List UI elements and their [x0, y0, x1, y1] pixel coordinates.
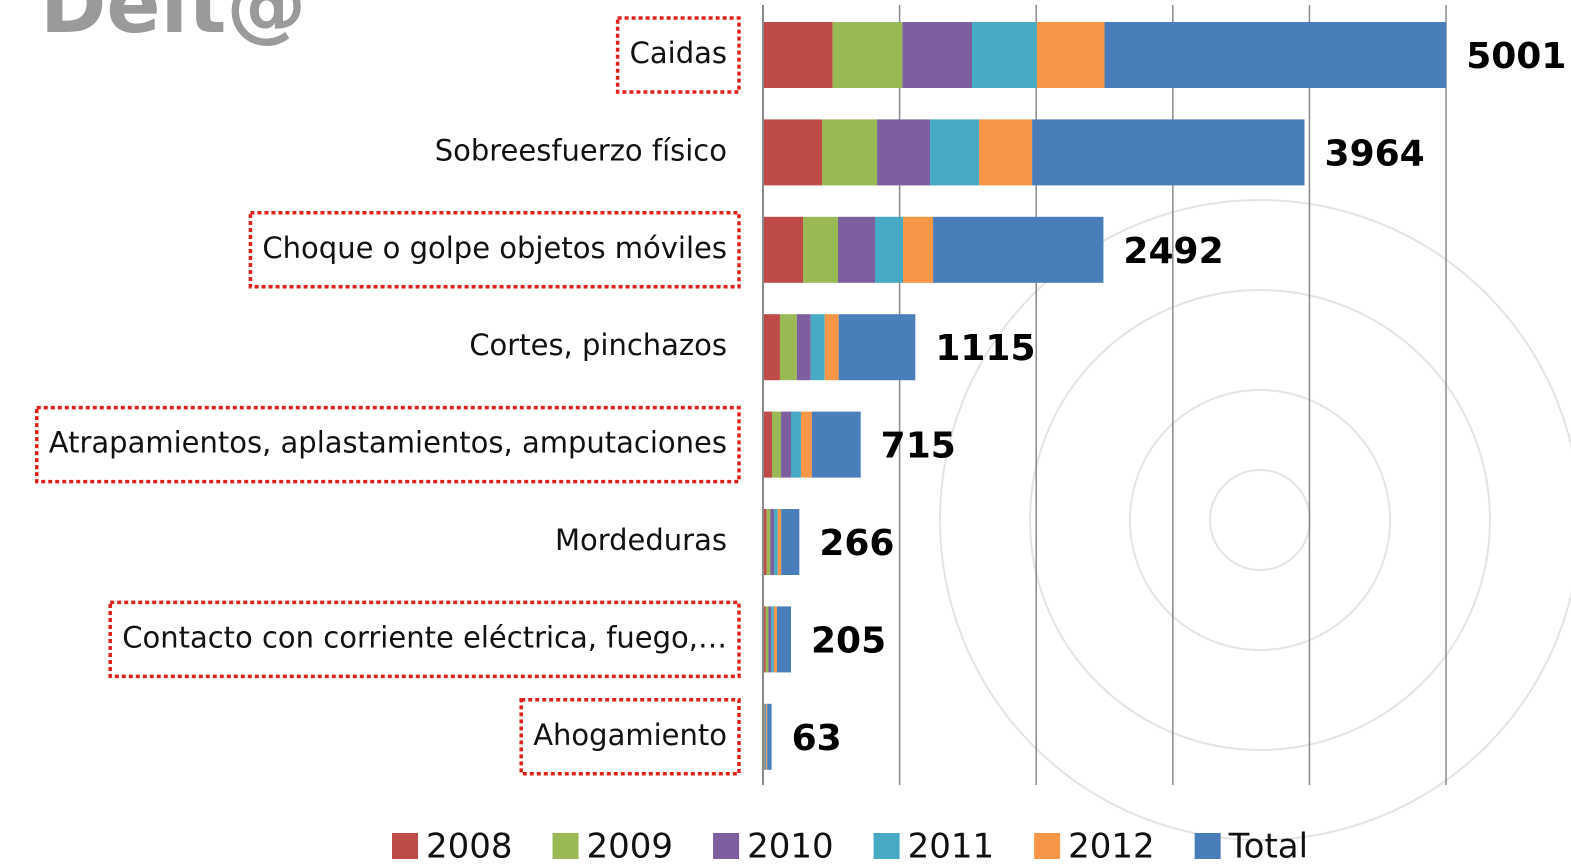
legend-label: 2012 — [1068, 827, 1155, 865]
total-label: 715 — [881, 426, 956, 467]
bar-segment — [767, 703, 772, 770]
bar-segment — [791, 411, 801, 478]
bar-segment — [765, 703, 767, 770]
highlight-box — [108, 600, 741, 679]
total-label: 3964 — [1325, 133, 1425, 174]
logo: Delt@ — [40, 0, 306, 51]
category-label: Contacto con corriente eléctrica, fuego,… — [122, 620, 727, 654]
legend-label: 2008 — [426, 827, 513, 865]
watermark — [939, 199, 1571, 841]
bar-segment — [824, 314, 839, 381]
bar-segment — [781, 411, 792, 478]
legend-label: 2010 — [747, 827, 834, 865]
bar-segment — [781, 509, 800, 575]
bar-segment — [763, 119, 823, 186]
highlight-box — [35, 405, 741, 484]
legend-swatch — [1194, 833, 1221, 859]
bar-segment — [1032, 119, 1305, 186]
bar-segment — [777, 509, 782, 575]
bar-segment — [766, 509, 771, 575]
bar-segment — [933, 216, 1104, 283]
total-label: 2492 — [1123, 231, 1223, 272]
total-label: 5001 — [1466, 36, 1566, 77]
bar-segment — [774, 509, 778, 575]
bar-segment — [763, 411, 773, 478]
bar-segment — [875, 216, 904, 283]
bar-segment — [1104, 22, 1447, 88]
bar-segment — [877, 119, 931, 186]
bar-segment — [763, 22, 833, 88]
bar-segment — [1036, 22, 1105, 88]
bar-segment — [822, 119, 878, 186]
bar-segment — [768, 606, 772, 673]
legend-swatch — [1034, 833, 1061, 859]
category-label: Cortes, pinchazos — [469, 328, 727, 362]
bar-segment — [763, 314, 780, 381]
highlight-box — [615, 16, 741, 94]
legend-label: Total — [1228, 827, 1308, 865]
bar-segment — [779, 314, 797, 381]
legend-swatch — [552, 833, 579, 859]
bar-segment — [803, 216, 838, 283]
bar-segment — [832, 22, 903, 88]
legend-swatch — [873, 833, 900, 859]
bar-segment — [972, 22, 1037, 88]
bar-segment — [903, 216, 934, 283]
bar-segment — [766, 703, 768, 770]
bar-segment — [776, 606, 792, 673]
bar-segment — [764, 703, 766, 770]
highlight-box — [519, 698, 741, 776]
total-label: 266 — [819, 523, 894, 564]
category-label: Sobreesfuerzo físico — [435, 133, 727, 167]
bar-segment — [765, 606, 769, 673]
legend-label: 2011 — [908, 827, 995, 865]
bar-segment — [771, 606, 774, 673]
bar-segment — [800, 411, 812, 478]
category-label: Ahogamiento — [533, 718, 727, 752]
category-label: Mordeduras — [555, 523, 727, 557]
bar-segment — [763, 509, 767, 575]
bar-segment — [902, 22, 973, 88]
bar-segment — [763, 216, 804, 283]
bar-segment — [837, 216, 876, 283]
category-label: Atrapamientos, aplastamientos, amputacio… — [49, 426, 727, 460]
bar-segment — [979, 119, 1033, 186]
category-label: Caidas — [630, 36, 727, 70]
legend-swatch — [392, 833, 418, 859]
bar-segment — [770, 509, 775, 575]
category-label: Choque o golpe objetos móviles — [262, 231, 727, 265]
bar-segment — [930, 119, 980, 186]
total-label: 1115 — [935, 328, 1035, 369]
bar-segment — [763, 703, 765, 770]
bar-segment — [773, 606, 777, 673]
legend-label: 2009 — [587, 827, 674, 865]
bar-segment — [838, 314, 916, 381]
bar-segment — [810, 314, 825, 381]
bar-segment — [796, 314, 811, 381]
bar-segment — [811, 411, 861, 478]
legend-swatch — [713, 833, 740, 859]
highlight-box — [248, 211, 741, 289]
bar-segment — [772, 411, 782, 478]
total-label: 63 — [792, 718, 842, 759]
bar-segment — [763, 606, 766, 673]
total-label: 205 — [811, 620, 886, 661]
